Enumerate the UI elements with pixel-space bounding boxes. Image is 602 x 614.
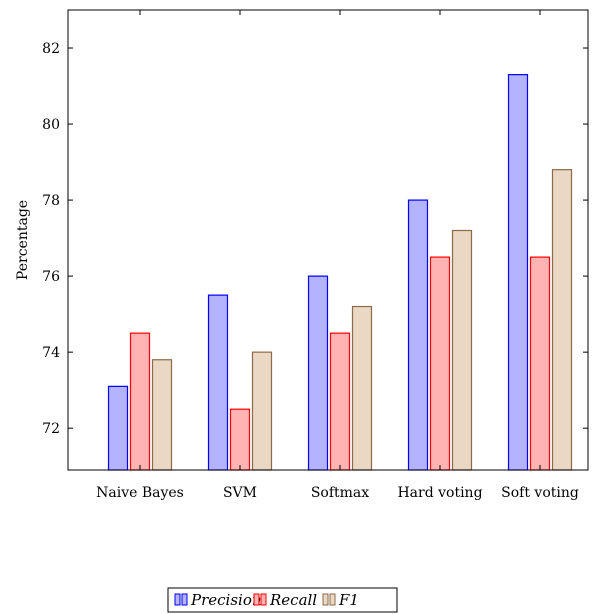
legend-box xyxy=(167,587,398,613)
bar-f1 xyxy=(551,169,573,471)
bar-precision xyxy=(407,199,429,471)
legend-label-recall: Recall xyxy=(269,591,317,609)
y-tick-label: 78 xyxy=(42,193,60,209)
bar-f1 xyxy=(451,229,473,471)
bar-recall xyxy=(529,256,551,471)
legend-swatch-recall xyxy=(253,593,260,606)
bar-f1 xyxy=(351,305,373,471)
y-axis-label: Percentage xyxy=(15,200,31,280)
legend: Precision Recall F1 xyxy=(167,587,398,613)
plot-frame xyxy=(67,9,589,471)
bar-recall xyxy=(329,332,351,471)
x-tick-label: Soft voting xyxy=(501,485,579,501)
legend-swatch-precision xyxy=(174,593,181,606)
bar-recall xyxy=(129,332,151,471)
bar-recall xyxy=(229,408,251,471)
x-tick-label: Naive Bayes xyxy=(96,485,184,501)
bar-precision xyxy=(107,385,129,471)
bar-recall xyxy=(429,256,451,471)
bar-f1 xyxy=(151,359,173,471)
bar-f1 xyxy=(251,351,273,471)
legend-swatch-f1 xyxy=(329,593,336,606)
y-axis: 72 74 76 78 80 82 xyxy=(42,41,588,437)
x-tick-label: Softmax xyxy=(311,485,369,501)
x-tick-label: SVM xyxy=(223,485,257,501)
y-tick-label: 72 xyxy=(42,421,60,437)
bar-precision xyxy=(207,294,229,471)
x-axis: Naive Bayes SVM Softmax Hard voting Soft vot… xyxy=(96,10,579,501)
legend-swatch-recall xyxy=(260,593,267,606)
x-tick-label: Hard voting xyxy=(397,485,482,501)
bars-group xyxy=(107,74,573,471)
bar-precision xyxy=(307,275,329,471)
legend-label-precision: Precision xyxy=(190,591,262,609)
bar-precision xyxy=(507,74,529,471)
y-tick-label: 80 xyxy=(42,117,60,133)
legend-label-f1: F1 xyxy=(338,591,359,609)
legend-swatch-precision xyxy=(181,593,188,606)
y-tick-label: 76 xyxy=(42,269,60,285)
legend-swatch-f1 xyxy=(322,593,329,606)
y-tick-label: 82 xyxy=(42,41,60,57)
y-tick-label: 74 xyxy=(42,345,60,361)
